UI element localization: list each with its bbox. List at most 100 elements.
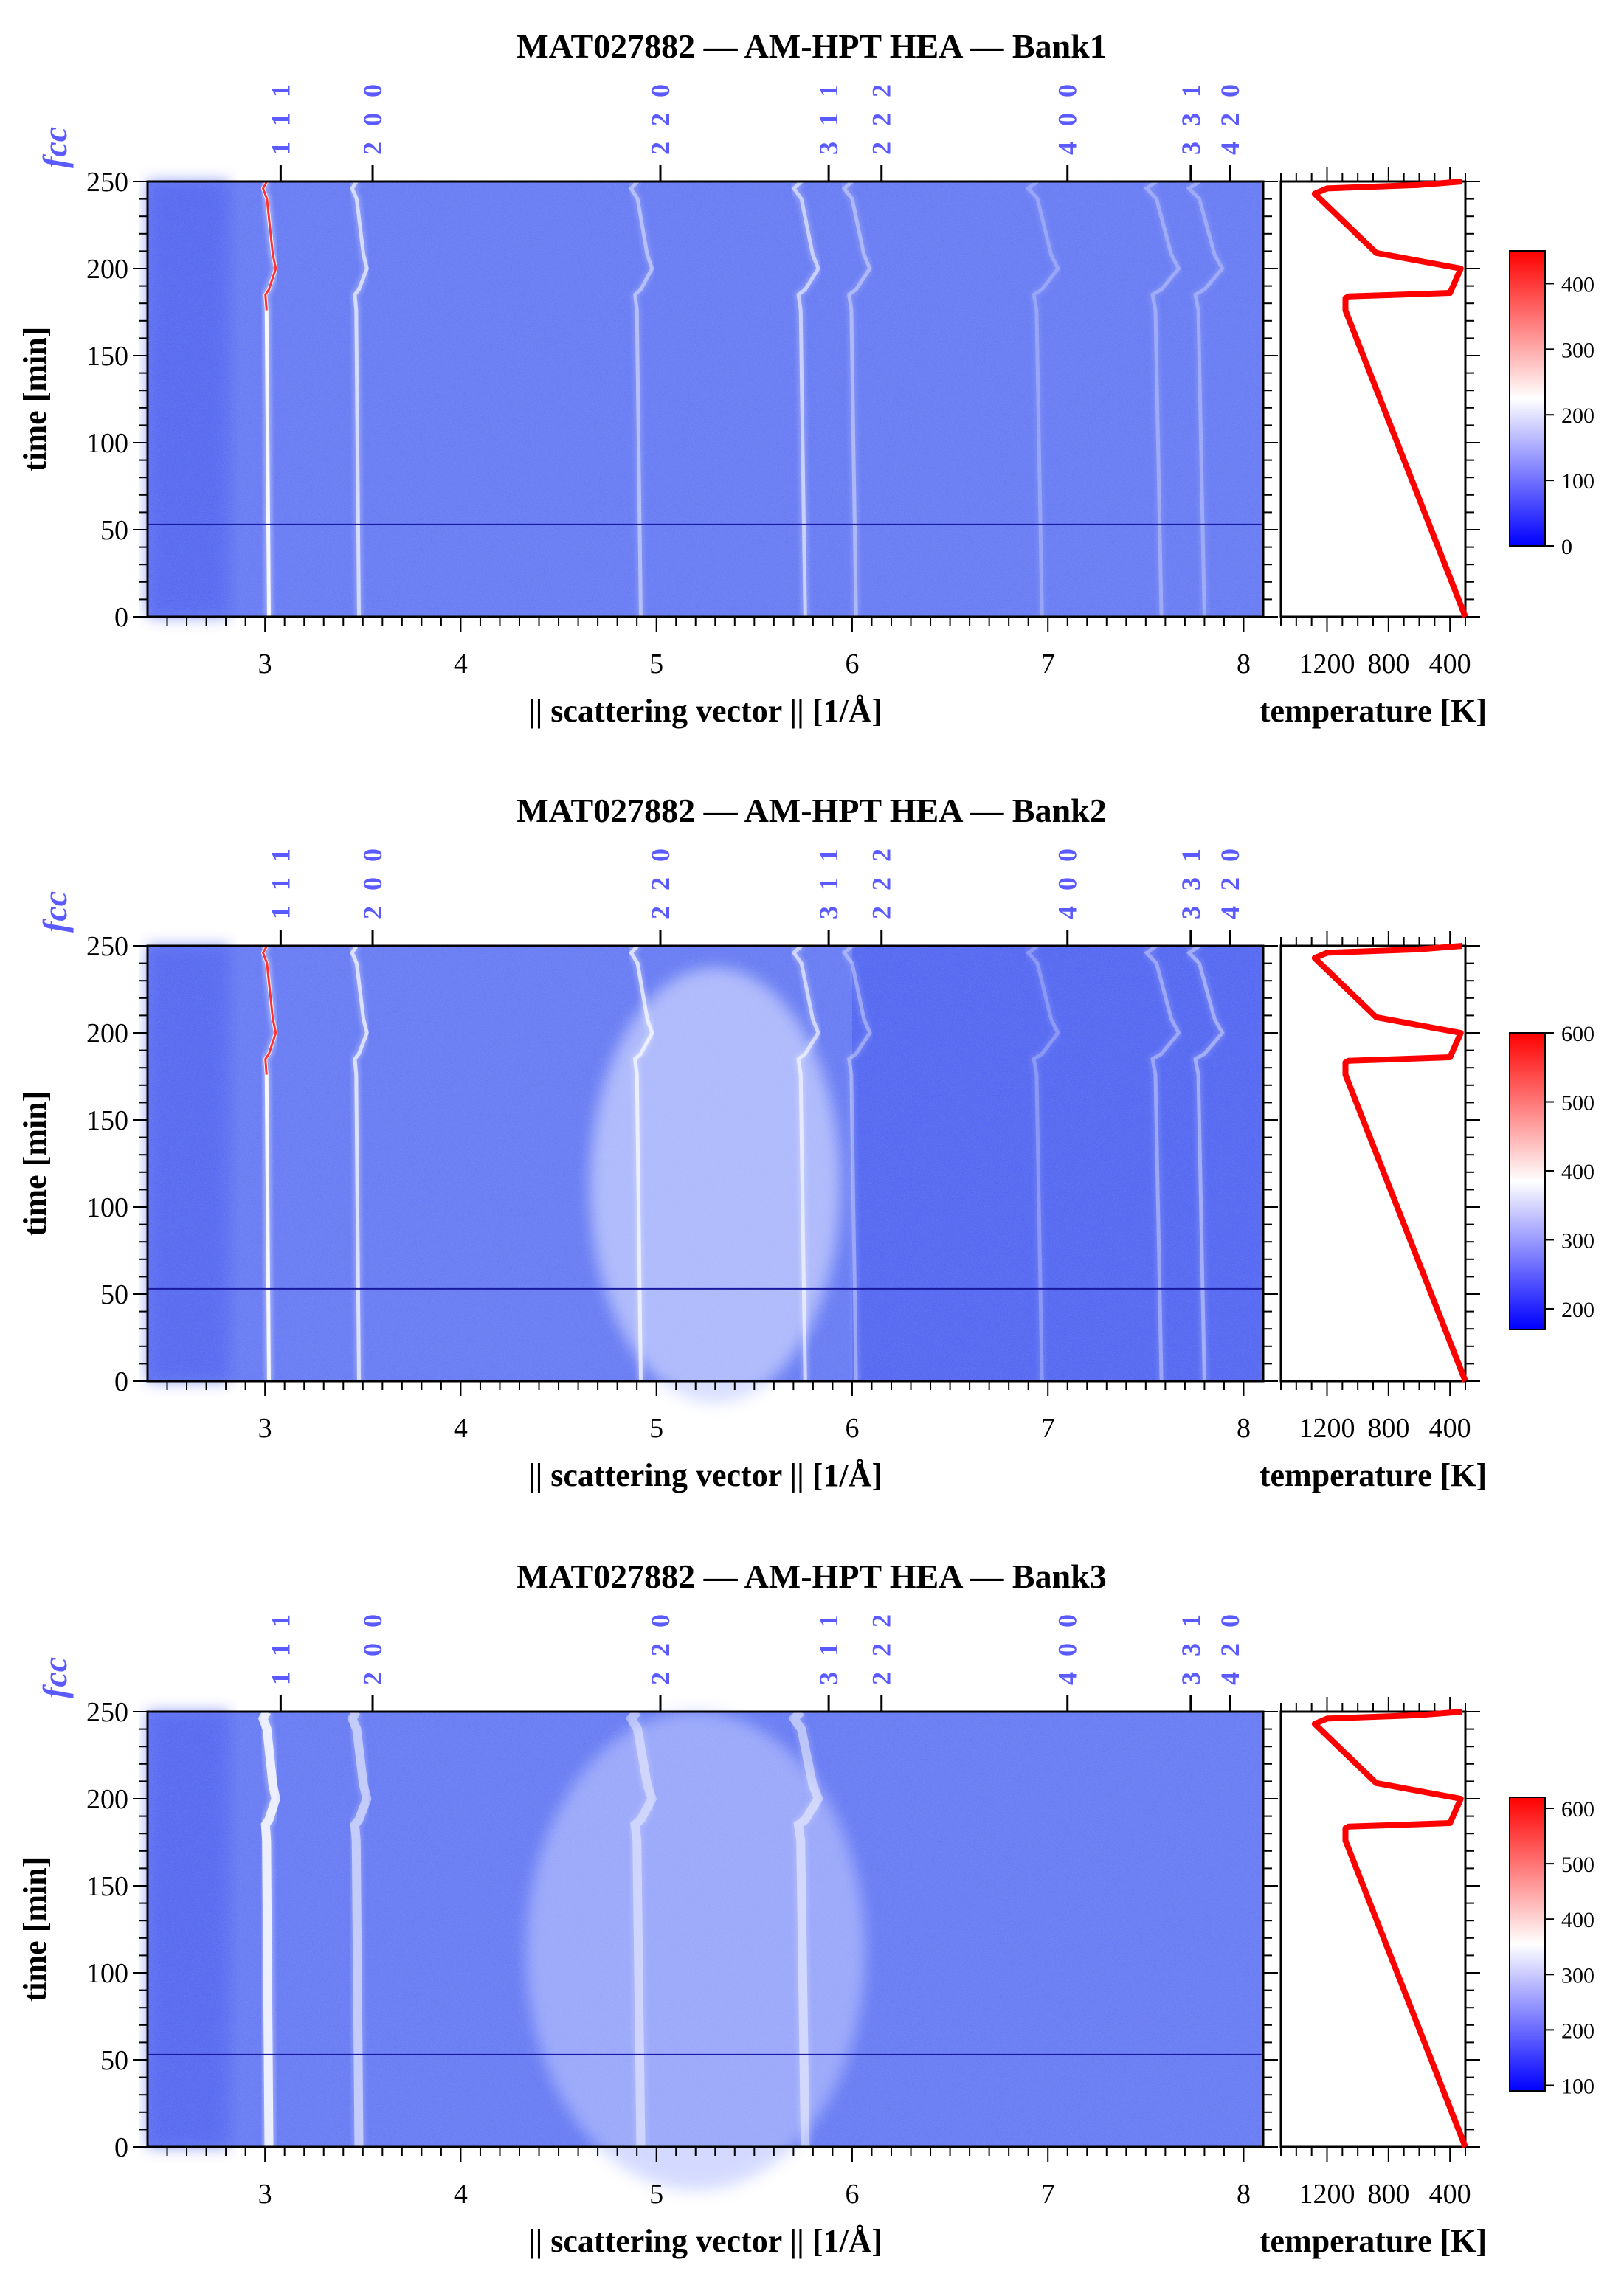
peak-trace [788,1708,823,2148]
y-tick-label: 100 [86,1192,128,1223]
hkl-label: 2 0 0 [358,844,387,919]
y-axis-label: time [min] [17,1857,53,2002]
peak-trace-glow [1140,178,1184,618]
y-axis-label: time [min] [17,1091,53,1237]
y-tick-label: 200 [86,254,128,285]
peak-trace [1186,179,1225,618]
temperature-axis-label: temperature [K] [1260,693,1487,729]
heatmap-frame [146,1710,1265,2148]
peak-trace-glow [623,1707,660,2148]
y-tick-label: 0 [114,602,128,633]
peak-trace [841,944,872,1382]
peak-trace [258,1709,281,2148]
colorbar-tick-label: 200 [1561,2019,1594,2043]
peak-trace-glow [1140,942,1184,1382]
colorbar-tick-label: 200 [1561,1298,1594,1322]
heatmap-frame [146,180,1265,618]
y-tick-label: 50 [100,2045,128,2076]
hkl-label: 2 2 0 [646,1610,675,1685]
x-tick-label: 7 [1041,2179,1055,2210]
x-tick-label: 6 [845,1413,859,1444]
temp-x-tick-label: 1200 [1299,1413,1355,1444]
peak-trace [841,180,872,618]
hkl-label: 2 0 0 [358,1610,387,1685]
colorbar [1509,1797,1546,2092]
x-tick-label: 7 [1041,649,1055,680]
hkl-label: 1 1 1 [266,80,295,155]
fcc-label: fcc [36,891,74,933]
x-tick-label: 6 [845,2179,859,2210]
x-tick-label: 6 [845,649,859,680]
y-tick-label: 50 [100,1279,128,1310]
colorbar-tick-label: 400 [1561,1160,1594,1184]
temperature-line [1311,1709,1468,2148]
hkl-label: 4 0 0 [1053,844,1082,919]
fcc-label: fcc [36,1657,74,1698]
temp-x-tick-label: 400 [1429,1413,1471,1444]
hkl-label: 3 1 1 [814,844,843,919]
x-tick-label: 5 [649,649,663,680]
hkl-label: 4 2 0 [1215,844,1245,919]
y-tick-label: 150 [86,1105,128,1136]
hkl-label: 4 2 0 [1215,1610,1245,1685]
x-tick-label: 7 [1041,1413,1055,1444]
colorbar [1509,1032,1546,1330]
hkl-label: 3 1 1 [814,80,843,155]
peak-trace [1144,944,1181,1382]
y-axis-label: time [min] [17,327,53,472]
peak-trace-hot [261,181,277,311]
x-tick-label: 8 [1237,649,1251,680]
y-tick-label: 250 [86,931,128,962]
peak-trace [629,944,654,1382]
peak-trace [791,180,820,618]
x-tick-label: 5 [649,2179,663,2210]
y-tick-label: 150 [86,1871,128,1902]
hkl-label: 2 2 2 [867,844,896,919]
x-tick-label: 8 [1237,1413,1251,1444]
chart-title: MAT027882 — AM-HPT HEA — Bank1 [516,27,1107,65]
x-tick-label: 5 [649,1413,663,1444]
x-axis-label: || scattering vector || [1/Å] [528,2223,882,2259]
hkl-label: 2 2 2 [867,1610,896,1685]
peak-trace [629,180,654,618]
fcc-label: fcc [36,127,74,168]
peak-trace-glow [626,179,657,618]
y-tick-label: 200 [86,1018,128,1049]
y-tick-label: 50 [100,515,128,546]
hkl-label: 2 2 0 [646,844,675,919]
y-tick-label: 0 [114,2132,128,2163]
y-tick-label: 150 [86,341,128,372]
hkl-label: 3 3 1 [1176,844,1206,919]
temp-x-tick-label: 400 [1429,649,1471,680]
hkl-label: 1 1 1 [266,1610,295,1685]
peak-trace-glow [1183,942,1228,1382]
y-tick-label: 0 [114,1366,128,1397]
colorbar-tick-label: 0 [1561,535,1572,559]
x-tick-label: 3 [258,2179,272,2210]
x-tick-label: 4 [454,649,468,680]
colorbar-tick-label: 200 [1561,404,1594,428]
peak-trace-glow [1022,178,1063,618]
hkl-label: 2 2 0 [646,80,675,155]
x-tick-label: 4 [454,2179,468,2210]
colorbar-tick-label: 500 [1561,1853,1594,1877]
heatmap-image [148,178,1263,618]
chart-title: MAT027882 — AM-HPT HEA — Bank2 [516,792,1107,829]
temp-x-tick-label: 1200 [1299,2179,1355,2210]
colorbar-tick-label: 300 [1561,1228,1594,1253]
heatmap-noise [148,946,1263,1381]
temperature-line [1311,943,1468,1383]
peak-trace [1026,180,1060,618]
temperature-axis-label: temperature [K] [1260,1457,1487,1493]
hkl-label: 1 1 1 [266,844,295,919]
heatmap-frame [146,944,1265,1383]
hkl-label: 3 3 1 [1176,1610,1206,1685]
y-tick-label: 100 [86,428,128,459]
peak-trace-glow [1022,942,1063,1382]
x-axis-label: || scattering vector || [1/Å] [528,1457,882,1493]
hkl-label: 2 0 0 [358,80,387,155]
hkl-label: 4 0 0 [1053,1610,1082,1685]
peak-trace [350,944,369,1382]
colorbar-tick-label: 300 [1561,1963,1594,1988]
colorbar-tick-label: 500 [1561,1090,1594,1115]
